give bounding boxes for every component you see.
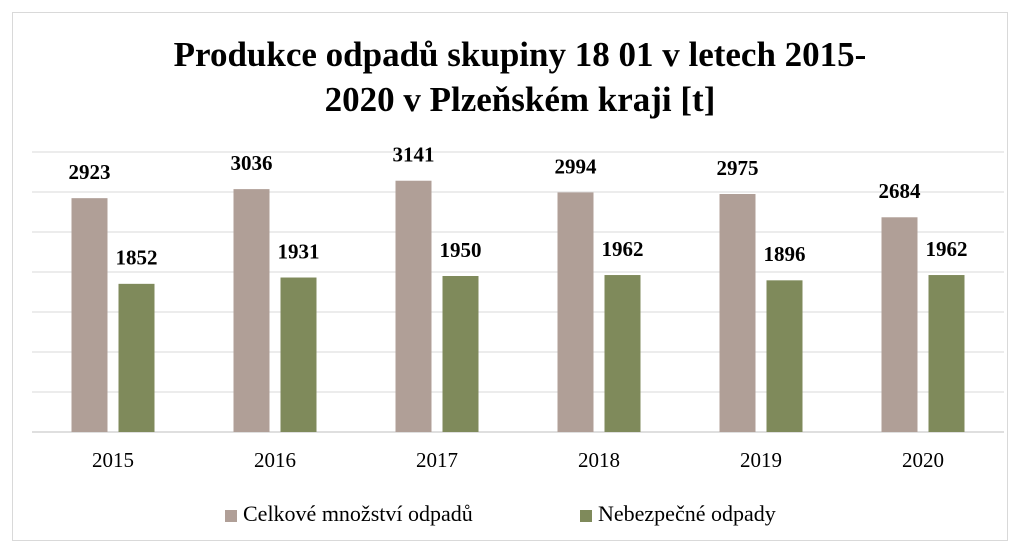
legend-swatch: [225, 510, 237, 522]
bar: [442, 276, 479, 432]
data-label: 1896: [764, 242, 806, 266]
chart-title: 2020 v Plzeňském kraji [t]: [325, 80, 716, 119]
bar: [928, 275, 965, 432]
x-tick-label: 2017: [416, 448, 458, 472]
data-label: 1950: [440, 238, 482, 262]
data-label: 3141: [393, 143, 435, 167]
chart-title: Produkce odpadů skupiny 18 01 v letech 2…: [174, 35, 867, 74]
data-label: 2684: [879, 179, 922, 203]
bar: [766, 280, 803, 432]
bar: [719, 194, 756, 432]
x-tick-label: 2015: [92, 448, 134, 472]
x-tick-label: 2016: [254, 448, 296, 472]
data-label: 1931: [278, 239, 320, 263]
chart-frame: [12, 12, 1008, 541]
x-tick-label: 2018: [578, 448, 620, 472]
bar: [395, 180, 432, 432]
bar: [604, 275, 641, 432]
bar: [233, 189, 270, 432]
legend-swatch: [580, 510, 592, 522]
bar: [71, 198, 108, 432]
data-label: 2994: [555, 154, 598, 178]
x-tick-label: 2019: [740, 448, 782, 472]
data-label: 1962: [602, 237, 644, 261]
bar: [118, 283, 155, 432]
legend-label: Nebezpečné odpady: [598, 501, 776, 526]
data-label: 1852: [116, 246, 158, 270]
legend-label: Celkové množství odpadů: [243, 501, 473, 526]
data-label: 3036: [231, 151, 273, 175]
data-label: 2975: [717, 156, 759, 180]
data-label: 1962: [926, 237, 968, 261]
bar: [280, 277, 317, 432]
bar: [881, 217, 918, 432]
bar: [557, 192, 594, 432]
data-label: 2923: [69, 160, 111, 184]
x-tick-label: 2020: [902, 448, 944, 472]
